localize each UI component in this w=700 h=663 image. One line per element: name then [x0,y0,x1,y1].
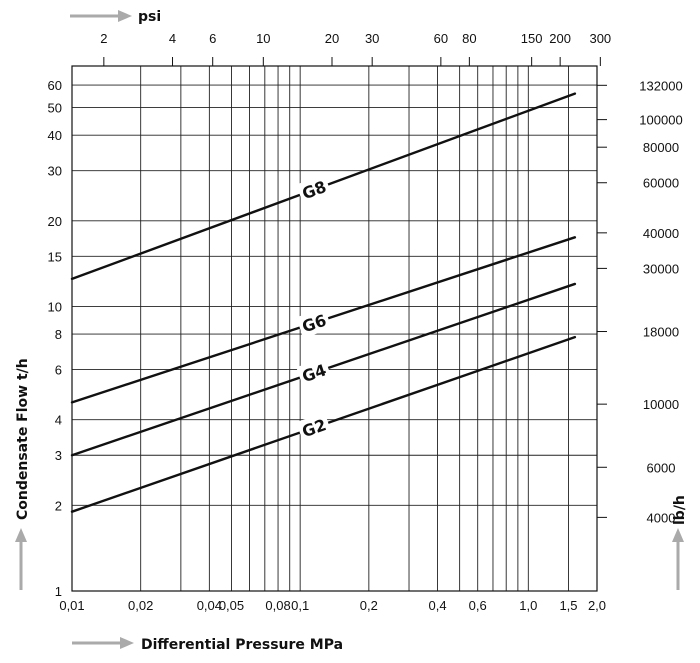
y-tick-label: 50 [48,101,62,116]
psi-tick-label: 2 [100,31,107,46]
lbh-axis-title: lb/h [672,495,688,525]
series-label-g6: G6 [296,307,332,339]
x-tick-label: 0,08 [265,598,290,613]
x-tick-label: 0,05 [219,598,244,613]
psi-axis-title: psi [138,9,161,25]
y-tick-label: 1 [55,584,62,599]
lbh-tick-label: 60000 [643,176,679,191]
y-axis-arrow-icon [15,528,27,590]
psi-tick-label: 150 [521,31,543,46]
grid [72,66,597,591]
y-tick-label: 20 [48,214,62,229]
lbh-tick-label: 10000 [643,397,679,412]
psi-axis-arrow-icon [70,10,132,22]
y-tick-label: 2 [55,498,62,513]
y-tick-label: 8 [55,327,62,342]
lbh-tick-label: 18000 [643,325,679,340]
x-axis-arrow-icon [72,637,134,649]
psi-tick-label: 80 [462,31,476,46]
lbh-tick-label: 132000 [639,78,682,93]
psi-tick-label: 10 [256,31,270,46]
x-tick-label: 0,4 [428,598,446,613]
x-tick-label: 1,0 [519,598,537,613]
y-axis-title: Condensate Flow t/h [15,358,31,520]
series-label-g2: G2 [296,412,332,444]
y-tick-label: 6 [55,363,62,378]
y-tick-label: 3 [55,448,62,463]
x-tick-label: 0,6 [469,598,487,613]
lbh-tick-label: 80000 [643,140,679,155]
psi-tick-label: 6 [209,31,216,46]
lbh-tick-label: 100000 [639,113,682,128]
y-tick-label: 15 [48,249,62,264]
x-tick-label: 2,0 [588,598,606,613]
y-tick-label: 30 [48,164,62,179]
y-tick-label: 4 [55,413,62,428]
lbh-tick-label: 4000 [647,510,676,525]
x-axis-title: Differential Pressure MPa [141,637,343,653]
psi-tick-label: 20 [325,31,339,46]
series: G8 G6 G4 G2 [70,92,577,513]
x-tick-label: 1,5 [559,598,577,613]
y-tick-label: 60 [48,78,62,93]
x-tick-label: 0,04 [197,598,222,613]
tick-labels: 0,01 0,02 0,040,05 0,08 0,1 0,2 0,4 0,6 1,0 1,5 2,… [48,31,683,613]
psi-tick-label: 4 [169,31,176,46]
lbh-axis-arrow-icon [672,528,684,590]
series-label-g4: G4 [296,357,332,389]
lbh-tick-label: 40000 [643,226,679,241]
y-tick-label: 10 [48,299,62,314]
x-tick-label: 0,01 [59,598,84,613]
psi-tick-label: 30 [365,31,379,46]
y-tick-label: 40 [48,128,62,143]
plot-frame [71,65,598,592]
psi-tick-label: 300 [589,31,611,46]
x-tick-label: 0,2 [360,598,378,613]
series-label-g8: G8 [296,174,332,206]
x-tick-label: 0,1 [291,598,309,613]
lbh-tick-label: 6000 [647,460,676,475]
psi-tick-label: 200 [549,31,571,46]
lbh-tick-label: 30000 [643,261,679,276]
x-tick-label: 0,02 [128,598,153,613]
psi-tick-label: 60 [434,31,448,46]
